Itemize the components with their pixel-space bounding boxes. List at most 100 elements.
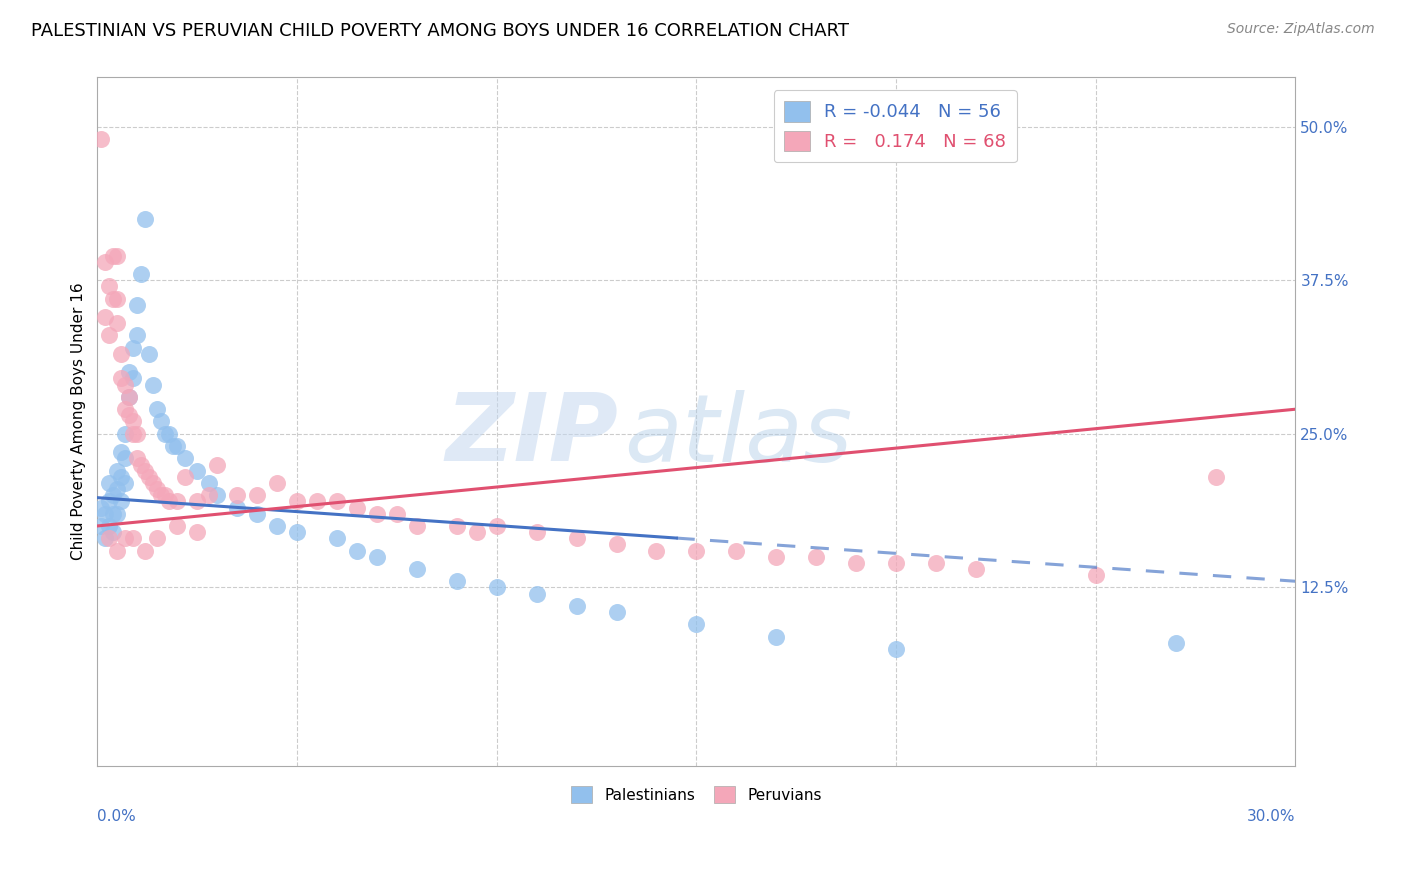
Point <box>90 132 112 146</box>
Point <box>114 377 136 392</box>
Point <box>765 549 787 564</box>
Point <box>138 347 160 361</box>
Point <box>965 562 987 576</box>
Point <box>166 439 188 453</box>
Point <box>884 556 907 570</box>
Point <box>366 549 388 564</box>
Point <box>118 365 141 379</box>
Point <box>103 525 125 540</box>
Point <box>806 549 828 564</box>
Text: 30.0%: 30.0% <box>1247 808 1295 823</box>
Text: PALESTINIAN VS PERUVIAN CHILD POVERTY AMONG BOYS UNDER 16 CORRELATION CHART: PALESTINIAN VS PERUVIAN CHILD POVERTY AM… <box>31 22 849 40</box>
Point <box>285 494 308 508</box>
Point <box>162 439 184 453</box>
Point <box>285 525 308 540</box>
Point <box>246 488 269 502</box>
Point <box>485 519 508 533</box>
Point <box>114 531 136 545</box>
Point <box>205 458 228 472</box>
Point <box>98 519 121 533</box>
Point <box>526 586 548 600</box>
Point <box>114 451 136 466</box>
Point <box>845 556 868 570</box>
Point <box>98 494 121 508</box>
Point <box>90 500 112 515</box>
Point <box>94 507 117 521</box>
Point <box>105 482 128 496</box>
Point <box>105 464 128 478</box>
Point <box>645 543 668 558</box>
Point <box>114 402 136 417</box>
Point <box>146 402 169 417</box>
Point <box>157 494 180 508</box>
Point <box>1205 470 1227 484</box>
Point <box>166 519 188 533</box>
Point <box>146 531 169 545</box>
Point <box>606 605 628 619</box>
Point <box>90 519 112 533</box>
Point <box>142 475 165 490</box>
Point <box>114 475 136 490</box>
Point <box>129 267 152 281</box>
Text: atlas: atlas <box>624 390 853 481</box>
Point <box>526 525 548 540</box>
Point <box>150 488 173 502</box>
Point <box>122 426 145 441</box>
Point <box>103 488 125 502</box>
Point <box>485 580 508 594</box>
Point <box>118 390 141 404</box>
Point <box>266 519 288 533</box>
Point <box>155 426 177 441</box>
Point <box>685 617 707 632</box>
Point <box>198 488 221 502</box>
Point <box>150 415 173 429</box>
Point <box>138 470 160 484</box>
Point <box>725 543 748 558</box>
Point <box>127 328 149 343</box>
Point <box>157 426 180 441</box>
Point <box>134 464 156 478</box>
Point <box>98 328 121 343</box>
Point <box>186 494 208 508</box>
Point <box>405 519 427 533</box>
Point <box>446 519 468 533</box>
Point <box>110 494 132 508</box>
Point <box>134 211 156 226</box>
Point <box>114 426 136 441</box>
Point <box>118 390 141 404</box>
Point <box>155 488 177 502</box>
Point <box>405 562 427 576</box>
Point <box>94 310 117 324</box>
Point <box>122 415 145 429</box>
Point <box>105 292 128 306</box>
Point <box>205 488 228 502</box>
Point <box>198 475 221 490</box>
Point <box>166 494 188 508</box>
Point <box>765 630 787 644</box>
Point <box>110 470 132 484</box>
Point <box>174 470 197 484</box>
Point <box>174 451 197 466</box>
Point <box>465 525 488 540</box>
Legend: Palestinians, Peruvians: Palestinians, Peruvians <box>565 780 828 810</box>
Point <box>105 249 128 263</box>
Point <box>146 482 169 496</box>
Point <box>685 543 707 558</box>
Point <box>326 531 349 545</box>
Point <box>98 279 121 293</box>
Text: ZIP: ZIP <box>446 389 619 482</box>
Point <box>127 426 149 441</box>
Point <box>142 377 165 392</box>
Point <box>606 537 628 551</box>
Point <box>186 464 208 478</box>
Point <box>105 316 128 330</box>
Point <box>98 475 121 490</box>
Point <box>94 254 117 268</box>
Point <box>110 445 132 459</box>
Point <box>103 292 125 306</box>
Point <box>1164 635 1187 649</box>
Point <box>884 641 907 656</box>
Point <box>305 494 328 508</box>
Point <box>266 475 288 490</box>
Point <box>98 531 121 545</box>
